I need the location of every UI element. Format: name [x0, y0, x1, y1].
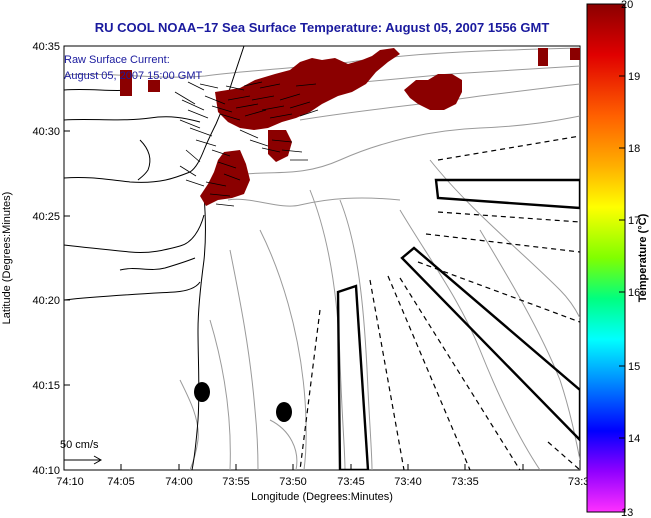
x-tick: 73:45 [337, 476, 365, 488]
colorbar-tick: 16 [628, 287, 640, 299]
x-tick-labels: 74:10 74:05 74:00 73:55 73:50 73:45 73:4… [56, 476, 589, 488]
current-vectors [174, 81, 319, 207]
y-tick: 40:30 [32, 126, 60, 138]
buoy-marker[interactable] [276, 402, 292, 422]
colorbar-tick: 20 [621, 0, 633, 11]
current-note-line1: Raw Surface Current: [64, 54, 170, 66]
x-axis-label: Longitude (Degrees:Minutes) [251, 491, 393, 503]
axis-ticks [63, 45, 524, 471]
x-tick: 74:10 [56, 476, 84, 488]
y-tick-labels: 40:35 40:30 40:25 40:20 40:15 40:10 [32, 41, 60, 477]
x-tick: 73:55 [222, 476, 250, 488]
colorbar-ticks [619, 75, 625, 439]
x-tick: 74:00 [165, 476, 193, 488]
current-note-line2: August 05, 2007 15:00 GMT [64, 70, 202, 82]
x-tick: 74:05 [107, 476, 135, 488]
y-tick: 40:15 [32, 380, 60, 392]
y-tick: 40:25 [32, 211, 60, 223]
y-tick: 40:35 [32, 41, 60, 53]
x-tick: 73:3 [568, 476, 589, 488]
x-tick: 73:40 [394, 476, 422, 488]
colorbar-tick: 19 [628, 71, 640, 83]
y-tick: 40:20 [32, 295, 60, 307]
colorbar-tick: 14 [628, 433, 640, 445]
colorbar-tick-labels: 20 19 18 17 16 15 14 13 [621, 0, 640, 518]
x-tick: 73:50 [279, 476, 307, 488]
y-axis-label: Latitude (Degrees:Minutes) [1, 192, 13, 325]
map-title: RU COOL NOAA−17 Sea Surface Temperature:… [95, 20, 550, 35]
scale-label: 50 cm/s [60, 439, 99, 451]
colorbar-tick: 17 [628, 215, 640, 227]
colorbar-tick: 18 [628, 143, 640, 155]
y-tick: 40:10 [32, 465, 60, 477]
sample-region-polygons [336, 178, 580, 470]
sst-patches [120, 48, 580, 206]
x-tick: 73:35 [451, 476, 479, 488]
plot-content [64, 46, 580, 470]
colorbar-tick: 15 [628, 361, 640, 373]
colorbar-label: Temperature (°C) [637, 213, 649, 302]
buoy-marker[interactable] [194, 382, 210, 402]
scale-arrow-icon [64, 455, 103, 465]
radial-lines [299, 135, 580, 470]
colorbar [586, 3, 626, 513]
plot-frame [63, 45, 581, 471]
colorbar-tick: 13 [621, 507, 633, 518]
